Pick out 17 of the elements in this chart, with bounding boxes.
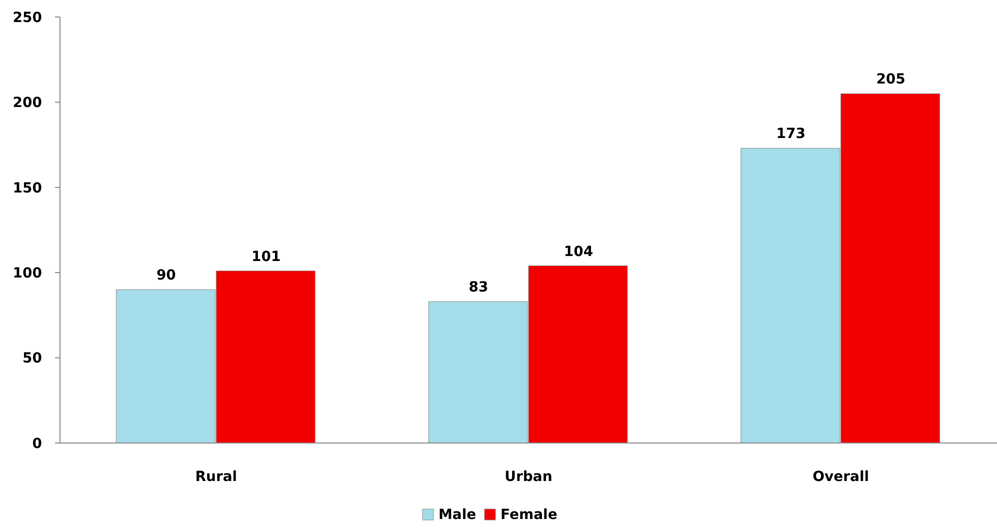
legend-label: Male — [438, 507, 476, 523]
y-tick-label: 200 — [12, 95, 42, 112]
data-label: 104 — [564, 244, 594, 260]
x-tick-label: Rural — [195, 469, 238, 485]
y-tick-label: 50 — [22, 350, 42, 367]
data-label: 83 — [468, 280, 488, 296]
data-label: 101 — [252, 248, 281, 265]
y-tick-label: 150 — [12, 180, 42, 196]
y-tick-label: 250 — [12, 10, 42, 26]
y-tick-label: 100 — [12, 266, 42, 282]
x-tick-label: Overall — [812, 469, 870, 485]
y-tick-label: 0 — [32, 436, 42, 452]
legend-label: Female — [500, 507, 558, 523]
x-tick-label: Urban — [504, 469, 552, 485]
data-label: 205 — [876, 72, 906, 88]
data-label: 173 — [776, 126, 806, 142]
data-label: 90 — [156, 268, 176, 284]
